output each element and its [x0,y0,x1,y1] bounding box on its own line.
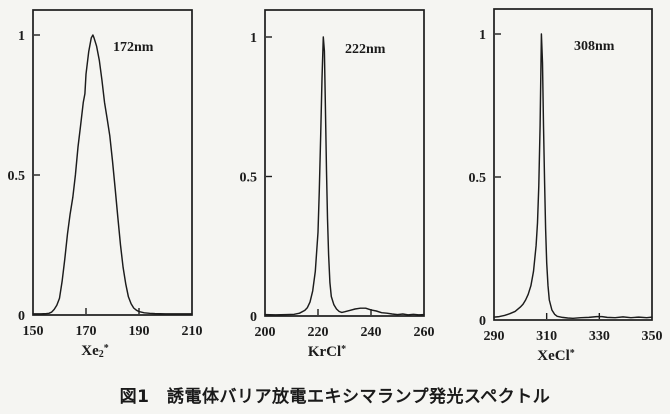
x-tick-label: 200 [255,325,276,340]
y-tick-label: 0 [18,309,25,324]
axis-tick-labels: 290 310 330 350 0 0.5 1 [469,28,663,344]
x-tick-label: 290 [484,329,505,344]
y-tick-label: 0 [250,310,257,325]
species-label: Xe2* [81,343,109,360]
species-superscript: * [570,348,575,359]
species-base: XeCl [537,348,570,364]
species-label: KrCl* [308,344,346,361]
plot-frame [32,9,193,316]
figure-caption: 図1 誘電体バリア放電エキシマランプ発光スペクトル [119,387,551,407]
species-label: XeCl* [537,348,575,365]
spectrum-panel-krcl: 200 220 240 260 0 0.5 1 222nm KrCl* [232,1,444,366]
x-tick-label: 240 [361,325,382,340]
x-tick-label: 330 [589,329,610,344]
peak-wavelength-label: 172nm [113,40,154,55]
species-base: Xe [81,343,99,359]
x-tick-label: 190 [129,324,150,339]
spectrum-chart-krcl: 200 220 240 260 0 0.5 1 222nm KrCl* [240,9,435,361]
spectrum-curve [32,34,193,315]
species-superscript: * [104,343,109,354]
y-tick-label: 0.5 [469,171,487,186]
species-subscript: 2 [99,349,104,360]
y-tick-label: 0.5 [240,171,258,186]
x-tick-label: 310 [536,329,557,344]
spectrum-curve [493,33,653,320]
y-tick-label: 0.5 [8,169,26,184]
axis-ticks [34,34,140,314]
y-tick-label: 1 [250,31,257,46]
spectrum-panel-xecl: 290 310 330 350 0 0.5 1 308nm XeCl* [461,5,670,370]
axis-tick-labels: 150 170 190 210 0 0.5 1 [8,29,203,339]
x-tick-label: 210 [182,324,203,339]
spectrum-curve [264,36,425,316]
x-tick-label: 220 [308,325,329,340]
peak-wavelength-label: 308nm [574,39,615,54]
species-superscript: * [341,344,346,355]
x-tick-label: 260 [414,325,435,340]
species-base: KrCl [308,344,341,360]
x-tick-label: 150 [23,324,44,339]
axis-ticks [266,36,372,315]
y-tick-label: 1 [479,28,486,43]
y-tick-label: 0 [479,314,486,329]
spectrum-panel-xe2: 150 170 190 210 0 0.5 1 172nm Xe2* [0,0,212,365]
y-tick-label: 1 [18,29,25,44]
spectrum-chart-xe2: 150 170 190 210 0 0.5 1 172nm Xe2* [8,9,203,360]
x-tick-label: 350 [642,329,663,344]
axis-tick-labels: 200 220 240 260 0 0.5 1 [240,31,435,340]
plot-frame [264,9,425,317]
x-tick-label: 170 [76,324,97,339]
spectrum-chart-xecl: 290 310 330 350 0 0.5 1 308nm XeCl* [469,8,663,365]
plot-frame [493,8,653,321]
peak-wavelength-label: 222nm [345,42,386,57]
